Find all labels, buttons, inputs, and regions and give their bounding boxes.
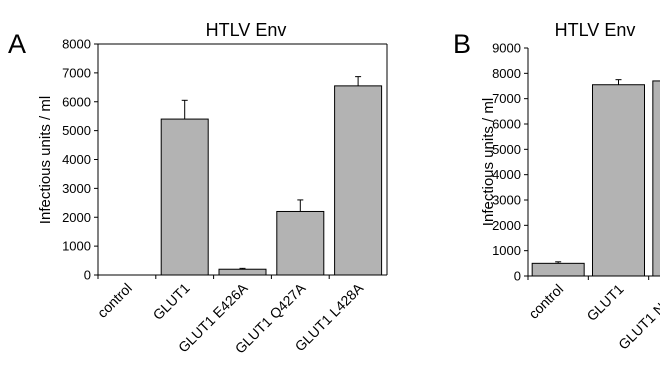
chart-b-xtick-label: control xyxy=(525,281,566,322)
chart-a-xtick-label: control xyxy=(94,280,135,321)
chart-b-plot: 0 1000 2000 3000 4000 5000 6000 7000 8000 9000 con… xyxy=(492,41,660,353)
chart-a-bar xyxy=(276,210,325,276)
chart-b-ytick-label: 5000 xyxy=(492,142,521,157)
chart-a-ytick-label: 3000 xyxy=(62,181,91,196)
chart-b-ytick-label: 3000 xyxy=(492,193,521,208)
chart-a-ytick-label: 8000 xyxy=(62,37,91,52)
panel-letter-b: B xyxy=(453,29,471,59)
chart-a-ytick-label: 1000 xyxy=(62,239,91,254)
chart-b-ylabel-group: Infectious units / ml xyxy=(480,98,497,226)
chart-b-title: HTLV Env xyxy=(555,20,636,40)
chart-b-ytick-label: 6000 xyxy=(492,117,521,132)
chart-a-plot: 0 1000 2000 3000 4000 5000 6000 7000 8000 control… xyxy=(62,37,388,357)
panel-b: B HTLV Env Infectious units / ml 0 1000 20… xyxy=(453,20,660,353)
chart-b-ytick-label: 1000 xyxy=(492,243,521,258)
panel-a: A HTLV Env Infectious units / ml 0 1000 20… xyxy=(8,20,388,357)
panel-letter-a: A xyxy=(8,29,26,59)
chart-a-bar xyxy=(160,118,209,276)
chart-a-xtick-label: GLUT1 xyxy=(150,280,193,323)
chart-a-ytick-label: 7000 xyxy=(62,65,91,80)
chart-b-ytick-label: 9000 xyxy=(492,41,521,56)
chart-a-bar xyxy=(218,268,267,276)
chart-b-ytick-label: 8000 xyxy=(492,66,521,81)
chart-b-bar xyxy=(652,80,660,277)
chart-a-ytick-label: 5000 xyxy=(62,123,91,138)
chart-b-bar xyxy=(592,84,645,277)
chart-a-title: HTLV Env xyxy=(206,20,287,40)
chart-b-ylabel: Infectious units / ml xyxy=(480,98,497,226)
chart-a-ytick-label: 0 xyxy=(84,268,91,283)
chart-a-ytick-label: 2000 xyxy=(62,210,91,225)
chart-a-ytick-label: 6000 xyxy=(62,94,91,109)
chart-b-ytick-label: 7000 xyxy=(492,91,521,106)
chart-b-ytick-label: 0 xyxy=(514,269,521,284)
chart-a-ylabel-group: Infectious units / ml xyxy=(37,96,54,224)
chart-b-xtick-label: GLUT1 xyxy=(583,281,626,324)
chart-a-bar xyxy=(334,85,383,276)
chart-b-ytick-label: 4000 xyxy=(492,167,521,182)
chart-b-ytick-label: 2000 xyxy=(492,218,521,233)
chart-a-ylabel: Infectious units / ml xyxy=(37,96,54,224)
chart-b-bar xyxy=(531,262,585,277)
chart-a-ytick-label: 4000 xyxy=(62,152,91,167)
